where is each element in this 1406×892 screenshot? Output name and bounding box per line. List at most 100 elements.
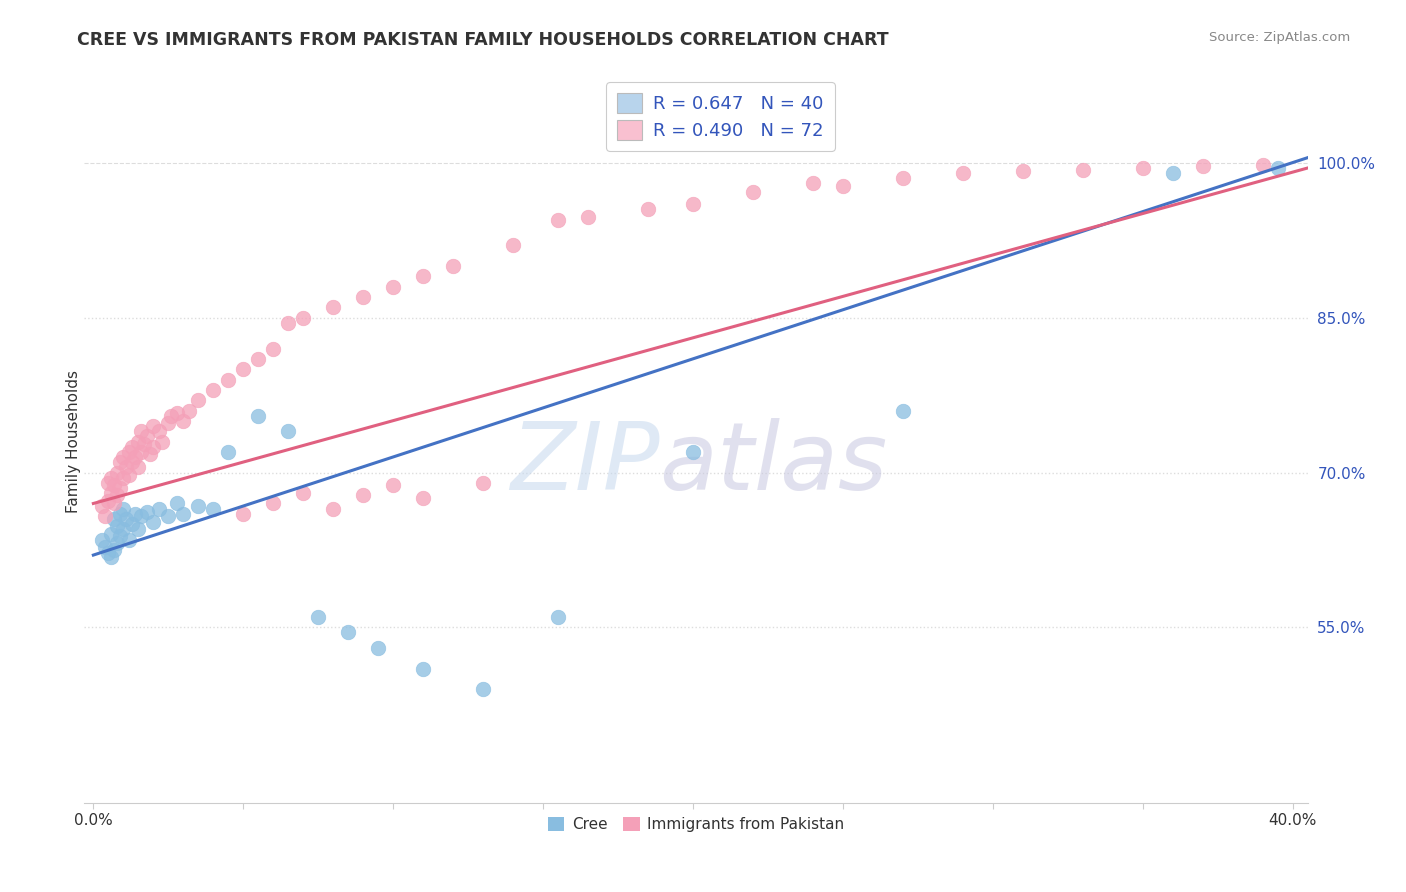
Point bbox=[166, 496, 188, 510]
Point bbox=[100, 527, 122, 541]
Point bbox=[172, 507, 194, 521]
Point bbox=[124, 450, 146, 464]
Point bbox=[307, 610, 329, 624]
Point bbox=[118, 445, 141, 459]
Point bbox=[110, 481, 132, 495]
Point bbox=[1011, 164, 1033, 178]
Point bbox=[136, 505, 159, 519]
Point bbox=[112, 471, 135, 485]
Point bbox=[118, 533, 141, 547]
Point bbox=[121, 517, 143, 532]
Point bbox=[131, 508, 153, 523]
Point bbox=[127, 434, 149, 449]
Text: ZIP: ZIP bbox=[509, 417, 659, 508]
Text: CREE VS IMMIGRANTS FROM PAKISTAN FAMILY HOUSEHOLDS CORRELATION CHART: CREE VS IMMIGRANTS FROM PAKISTAN FAMILY … bbox=[77, 31, 889, 49]
Point bbox=[148, 501, 170, 516]
Point bbox=[139, 447, 162, 461]
Point bbox=[112, 522, 135, 536]
Point bbox=[115, 460, 138, 475]
Point bbox=[382, 279, 405, 293]
Point bbox=[166, 406, 188, 420]
Point bbox=[247, 351, 270, 366]
Point bbox=[179, 403, 201, 417]
Point bbox=[157, 416, 180, 430]
Point bbox=[1191, 159, 1213, 173]
Point bbox=[952, 166, 974, 180]
Point bbox=[105, 488, 128, 502]
Point bbox=[115, 512, 138, 526]
Point bbox=[91, 499, 114, 513]
Point bbox=[831, 178, 853, 193]
Point bbox=[202, 383, 225, 397]
Point bbox=[150, 434, 173, 449]
Point bbox=[801, 177, 824, 191]
Point bbox=[110, 507, 132, 521]
Point bbox=[187, 499, 209, 513]
Point bbox=[124, 507, 146, 521]
Point bbox=[100, 486, 122, 500]
Point bbox=[472, 475, 495, 490]
Point bbox=[682, 197, 704, 211]
Point bbox=[94, 508, 117, 523]
Point bbox=[891, 171, 914, 186]
Point bbox=[97, 494, 120, 508]
Point bbox=[367, 640, 389, 655]
Point bbox=[412, 491, 434, 506]
Point bbox=[277, 316, 299, 330]
Point bbox=[110, 529, 132, 543]
Point bbox=[232, 507, 254, 521]
Point bbox=[105, 535, 128, 549]
Point bbox=[103, 542, 125, 557]
Point bbox=[148, 424, 170, 438]
Text: Source: ZipAtlas.com: Source: ZipAtlas.com bbox=[1209, 31, 1350, 45]
Point bbox=[637, 202, 659, 217]
Point bbox=[100, 471, 122, 485]
Point bbox=[262, 342, 284, 356]
Point bbox=[262, 496, 284, 510]
Point bbox=[547, 212, 569, 227]
Point bbox=[100, 550, 122, 565]
Point bbox=[103, 512, 125, 526]
Point bbox=[292, 486, 315, 500]
Point bbox=[1071, 163, 1094, 178]
Point bbox=[105, 519, 128, 533]
Point bbox=[682, 445, 704, 459]
Point bbox=[103, 496, 125, 510]
Text: atlas: atlas bbox=[659, 417, 887, 508]
Point bbox=[217, 373, 239, 387]
Point bbox=[103, 478, 125, 492]
Point bbox=[121, 440, 143, 454]
Point bbox=[352, 488, 374, 502]
Point bbox=[502, 238, 524, 252]
Point bbox=[322, 501, 344, 516]
Point bbox=[247, 409, 270, 423]
Point bbox=[441, 259, 464, 273]
Point bbox=[118, 467, 141, 482]
Point bbox=[97, 546, 120, 560]
Point bbox=[891, 403, 914, 417]
Point bbox=[127, 522, 149, 536]
Point bbox=[202, 501, 225, 516]
Point bbox=[472, 682, 495, 697]
Point bbox=[337, 625, 360, 640]
Point bbox=[134, 436, 156, 450]
Point bbox=[112, 501, 135, 516]
Point bbox=[97, 475, 120, 490]
Point bbox=[136, 429, 159, 443]
Point bbox=[160, 409, 183, 423]
Point bbox=[127, 460, 149, 475]
Y-axis label: Family Households: Family Households bbox=[66, 370, 80, 513]
Point bbox=[217, 445, 239, 459]
Point bbox=[131, 424, 153, 438]
Legend: Cree, Immigrants from Pakistan: Cree, Immigrants from Pakistan bbox=[541, 811, 851, 838]
Point bbox=[1161, 166, 1184, 180]
Point bbox=[1267, 161, 1289, 175]
Point bbox=[1251, 158, 1274, 172]
Point bbox=[112, 450, 135, 464]
Point bbox=[412, 662, 434, 676]
Point bbox=[292, 310, 315, 325]
Point bbox=[187, 393, 209, 408]
Point bbox=[142, 515, 165, 529]
Point bbox=[157, 508, 180, 523]
Point bbox=[94, 540, 117, 554]
